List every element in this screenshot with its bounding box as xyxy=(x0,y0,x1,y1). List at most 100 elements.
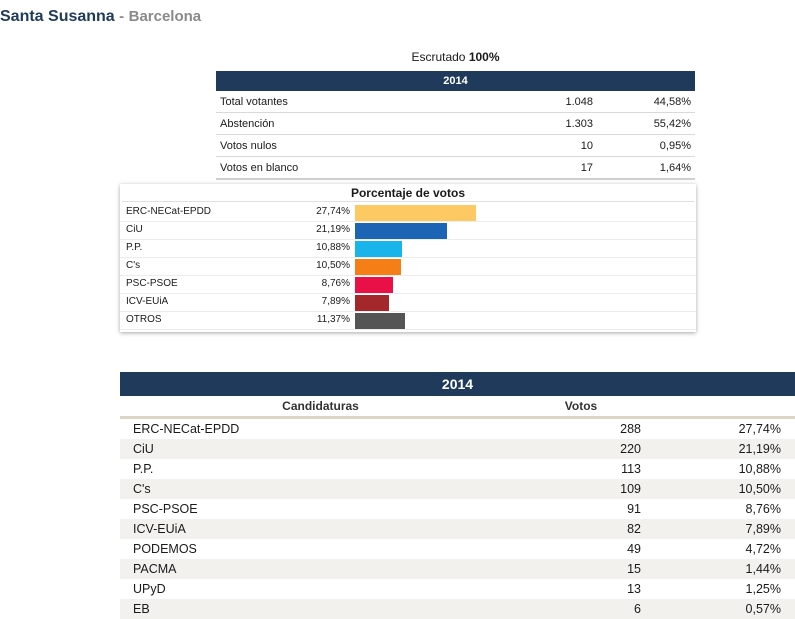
chart-data-label: 10,88% xyxy=(270,242,350,253)
summary-pct: 44,58% xyxy=(597,91,695,113)
candidatura-name: PODEMOS xyxy=(120,539,521,559)
chart-data-label: 11,37% xyxy=(270,314,350,325)
candidatura-pct: 27,74% xyxy=(641,418,795,440)
chart-bar xyxy=(355,313,405,329)
chart-bar xyxy=(355,295,389,311)
candidatura-pct: 8,76% xyxy=(641,499,795,519)
chart-data-label: 7,89% xyxy=(270,296,350,307)
chart-category-label: ICV-EUiA xyxy=(126,296,168,307)
chart-row: P.P. 10,88% xyxy=(120,239,696,258)
candidatura-pct: 4,72% xyxy=(641,539,795,559)
chart-bar xyxy=(355,277,393,293)
candidatura-votes: 13 xyxy=(521,579,641,599)
chart-bar xyxy=(355,223,447,239)
candidatura-pct: 10,50% xyxy=(641,479,795,499)
chart-category-label: P.P. xyxy=(126,242,142,253)
candidatura-pct: 0,57% xyxy=(641,599,795,619)
candidatura-name: PSC-PSOE xyxy=(120,499,521,519)
candidatura-pct: 1,25% xyxy=(641,579,795,599)
chart-category-label: OTROS xyxy=(126,314,162,325)
summary-label: Votos nulos xyxy=(216,135,489,157)
chart-data-label: 8,76% xyxy=(270,278,350,289)
candidatura-name: UPyD xyxy=(120,579,521,599)
chart-bar xyxy=(355,259,401,275)
municipality-name: Santa Susanna xyxy=(0,8,115,25)
vote-percentage-chart: Porcentaje de votos ERC-NECat-EPDD 27,74%… xyxy=(120,184,696,332)
chart-title: Porcentaje de votos xyxy=(120,186,696,200)
title-separator: - xyxy=(119,8,124,25)
chart-row: CiU 21,19% xyxy=(120,221,696,240)
escrutado-label: Escrutado xyxy=(411,50,465,64)
candidatura-pct: 1,44% xyxy=(641,559,795,579)
chart-row: ERC-NECat-EPDD 27,74% xyxy=(120,203,696,222)
summary-pct: 55,42% xyxy=(597,113,695,135)
col-candidaturas-header: Candidaturas xyxy=(120,396,521,418)
summary-count: 1.048 xyxy=(489,91,597,113)
page-title: Santa Susanna - Barcelona xyxy=(0,8,201,26)
candidatura-votes: 82 xyxy=(521,519,641,539)
summary-label: Votos en blanco xyxy=(216,157,489,180)
chart-row: C's 10,50% xyxy=(120,257,696,276)
chart-data-label: 10,50% xyxy=(270,260,350,271)
chart-row: ICV-EUiA 7,89% xyxy=(120,293,696,312)
chart-category-label: ERC-NECat-EPDD xyxy=(126,206,211,217)
candidatura-name: CiU xyxy=(120,439,521,459)
summary-label: Abstención xyxy=(216,113,489,135)
candidatura-name: EB xyxy=(120,599,521,619)
candidatura-votes: 49 xyxy=(521,539,641,559)
summary-count: 1.303 xyxy=(489,113,597,135)
candidatura-votes: 220 xyxy=(521,439,641,459)
province-name: Barcelona xyxy=(129,8,202,25)
chart-row: OTROS 11,37% xyxy=(120,311,696,330)
summary-count: 10 xyxy=(489,135,597,157)
results-year-header: 2014 xyxy=(120,372,795,396)
escrutado-line: Escrutado 100% xyxy=(216,50,695,64)
chart-data-label: 21,19% xyxy=(270,224,350,235)
candidatura-pct: 21,19% xyxy=(641,439,795,459)
chart-bar xyxy=(355,205,476,221)
candidatura-votes: 113 xyxy=(521,459,641,479)
candidatura-votes: 91 xyxy=(521,499,641,519)
chart-data-label: 27,74% xyxy=(270,206,350,217)
candidatura-name: P.P. xyxy=(120,459,521,479)
chart-row: PSC-PSOE 8,76% xyxy=(120,275,696,294)
candidatura-name: ERC-NECat-EPDD xyxy=(120,418,521,440)
chart-category-label: CiU xyxy=(126,224,143,235)
chart-bar xyxy=(355,241,402,257)
summary-pct: 0,95% xyxy=(597,135,695,157)
candidatura-votes: 109 xyxy=(521,479,641,499)
summary-year-header: 2014 xyxy=(216,71,695,91)
candidatura-pct: 10,88% xyxy=(641,459,795,479)
candidatura-name: PACMA xyxy=(120,559,521,579)
summary-pct: 1,64% xyxy=(597,157,695,180)
candidatura-votes: 288 xyxy=(521,418,641,440)
col-pct-header xyxy=(641,396,795,418)
candidatura-pct: 7,89% xyxy=(641,519,795,539)
col-votos-header: Votos xyxy=(521,396,641,418)
chart-category-label: C's xyxy=(126,260,140,271)
candidatura-votes: 15 xyxy=(521,559,641,579)
chart-category-label: PSC-PSOE xyxy=(126,278,178,289)
chart-title-divider xyxy=(122,201,694,202)
candidatura-votes: 6 xyxy=(521,599,641,619)
escrutado-value: 100% xyxy=(469,50,500,64)
summary-count: 17 xyxy=(489,157,597,180)
